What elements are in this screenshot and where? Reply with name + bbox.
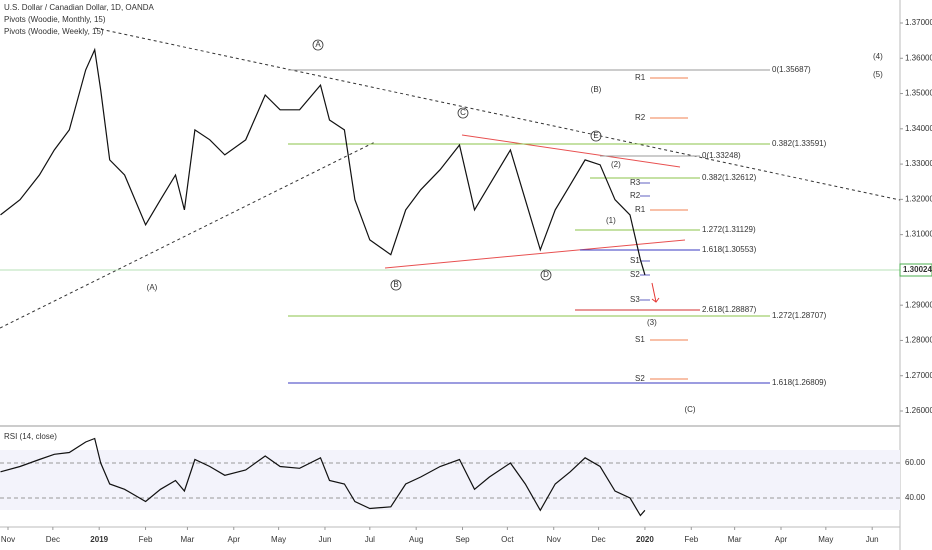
wave-marker <box>457 107 469 119</box>
x-tick-label: Jun <box>866 535 879 544</box>
annotation: 0.382(1.32612) <box>702 173 757 182</box>
x-tick-label: Feb <box>684 535 698 544</box>
x-tick-label: Nov <box>1 535 15 544</box>
y-tick-label: 1.28000 <box>905 336 932 345</box>
pivot-lines <box>650 77 688 380</box>
y-tick-label: 60.00 <box>905 458 926 467</box>
x-tick-label: 2019 <box>90 535 108 544</box>
annotation: (A) <box>147 283 158 292</box>
y-tick-label: 1.32000 <box>905 194 932 203</box>
y-tick-label: 1.34000 <box>905 124 932 133</box>
annotation: C <box>460 108 466 117</box>
x-tick-label: Apr <box>228 535 241 544</box>
annotation: S1 <box>630 256 640 265</box>
annotation: S3 <box>630 295 640 304</box>
annotation: 1.272(1.28707) <box>772 311 827 320</box>
x-tick-label: Dec <box>591 535 605 544</box>
y-tick-label: 40.00 <box>905 493 926 502</box>
annotation: (1) <box>606 216 616 225</box>
price-tag-label: 1.30024 <box>903 265 932 274</box>
y-tick-label: 1.27000 <box>905 371 932 380</box>
x-tick-label: May <box>271 535 286 544</box>
arrow <box>651 282 660 303</box>
annotation: R1 <box>635 73 646 82</box>
annotation: R1 <box>635 205 646 214</box>
annotation: (B) <box>591 85 602 94</box>
rsi-title: RSI (14, close) <box>4 432 57 441</box>
wave-marker <box>540 269 552 281</box>
price-line <box>0 47 646 275</box>
annotation: (2) <box>611 160 621 169</box>
annotation: (C) <box>684 405 695 414</box>
annotation: E <box>593 131 598 140</box>
x-tick-label: Sep <box>455 535 470 544</box>
indicator-label: Pivots (Woodie, Weekly, 15) <box>4 27 104 36</box>
x-tick-label: Mar <box>728 535 742 544</box>
price-line <box>0 437 646 517</box>
pivot-lines <box>640 182 650 301</box>
annotation: R3 <box>630 178 641 187</box>
annotation: 1.618(1.26809) <box>772 378 827 387</box>
y-tick-label: 1.29000 <box>905 300 932 309</box>
x-tick-label: 2020 <box>636 535 654 544</box>
annotation: R2 <box>630 191 641 200</box>
annotation: S1 <box>635 335 645 344</box>
wave-marker <box>312 39 324 51</box>
trendline <box>0 141 376 329</box>
y-tick-label: 1.37000 <box>905 18 932 27</box>
annotation: 2.618(1.28887) <box>702 305 757 314</box>
trendline <box>94 27 901 201</box>
indicator-label: Pivots (Woodie, Monthly, 15) <box>4 15 106 24</box>
x-tick-label: Feb <box>139 535 153 544</box>
annotation: R2 <box>635 113 646 122</box>
title: U.S. Dollar / Canadian Dollar, 1D, OANDA <box>4 3 155 12</box>
y-tick-label: 1.26000 <box>905 406 932 415</box>
x-tick-label: Aug <box>409 535 423 544</box>
annotation: B <box>393 280 398 289</box>
annotation: S2 <box>630 270 640 279</box>
price-tag <box>899 263 932 277</box>
annotation: 1.618(1.30553) <box>702 245 757 254</box>
y-tick-label: 1.36000 <box>905 53 932 62</box>
x-tick-label: Oct <box>501 535 514 544</box>
annotation: S2 <box>635 374 645 383</box>
annotation: D <box>543 270 549 279</box>
wave-marker <box>590 130 602 142</box>
annotation: (5) <box>873 70 883 79</box>
x-tick-label: Mar <box>181 535 195 544</box>
trendline <box>384 239 686 269</box>
x-tick-label: May <box>818 535 833 544</box>
rsi-band <box>0 450 900 510</box>
y-tick-label: 1.35000 <box>905 89 932 98</box>
x-tick-label: Jun <box>319 535 332 544</box>
x-tick-label: Jul <box>365 535 375 544</box>
annotation: 1.272(1.31129) <box>702 225 756 234</box>
annotation: (3) <box>647 318 657 327</box>
annotation: 0(1.33248) <box>702 151 741 160</box>
wave-marker <box>390 279 402 291</box>
y-tick-label: 1.33000 <box>905 159 932 168</box>
annotation: (4) <box>873 52 883 61</box>
y-tick-label: 1.31000 <box>905 230 932 239</box>
annotation: 0(1.35687) <box>772 65 811 74</box>
x-tick-label: Dec <box>46 535 60 544</box>
annotation: A <box>315 40 321 49</box>
x-tick-label: Apr <box>775 535 788 544</box>
x-tick-label: Nov <box>547 535 561 544</box>
annotation: 0.382(1.33591) <box>772 139 827 148</box>
trendline <box>461 134 681 168</box>
